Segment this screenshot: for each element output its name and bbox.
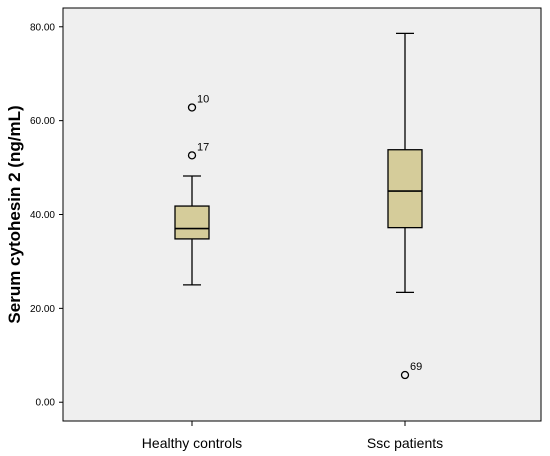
iqr-box bbox=[174, 205, 210, 240]
y-tick-label: 0.00 bbox=[36, 398, 56, 409]
outlier-label: 69 bbox=[410, 361, 422, 373]
outlier-point bbox=[187, 103, 197, 112]
outlier-point bbox=[400, 370, 410, 380]
y-tick-label: 20.00 bbox=[30, 304, 55, 315]
boxes-group: 10 17 69 bbox=[174, 32, 423, 380]
outlier-label: 17 bbox=[197, 141, 209, 153]
outlier-point bbox=[187, 151, 197, 160]
x-axis: Healthy controls Ssc patients bbox=[142, 421, 443, 451]
plot-area bbox=[62, 7, 542, 422]
x-tick-label: Healthy controls bbox=[142, 435, 242, 451]
iqr-box bbox=[387, 149, 423, 229]
outlier-label: 10 bbox=[197, 93, 209, 105]
y-axis-label: Serum cytohesin 2 (ng/mL) bbox=[5, 105, 24, 323]
y-axis: 0.00 20.00 40.00 60.00 80.00 bbox=[30, 22, 63, 409]
x-tick-label: Ssc patients bbox=[367, 435, 443, 451]
y-tick-label: 80.00 bbox=[30, 22, 55, 33]
y-tick-label: 60.00 bbox=[30, 116, 55, 127]
y-tick-label: 40.00 bbox=[30, 210, 55, 221]
